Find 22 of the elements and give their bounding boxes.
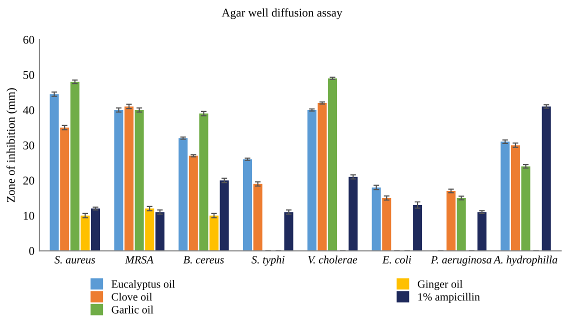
y-tick-label: 30 (23, 141, 34, 150)
legend-label: 1% ampicillin (418, 292, 480, 303)
y-tick-label: 10 (24, 212, 34, 220)
y-axis-title: Zone of inhibition (mm) (6, 88, 18, 202)
x-tick-label: MRSA (124, 256, 154, 264)
legend-label: Garlic oil (112, 306, 154, 314)
x-tick-label: P. aeruginosa (430, 256, 492, 266)
legend-label: Clove oil (112, 292, 152, 301)
y-tick-label: 40 (23, 106, 34, 114)
y-tick-label: 0 (29, 247, 34, 256)
y-tick-label: 20 (23, 176, 34, 185)
x-tick-label: A. hydrophilla (493, 256, 558, 266)
y-tick-label: 50 (24, 71, 34, 80)
x-tick-label: S. aureus (54, 256, 96, 264)
chart-title: Agar well diffusion assay (222, 8, 342, 20)
x-tick-label: E. coli (382, 256, 412, 264)
legend-label: Ginger oil (418, 280, 463, 290)
x-tick-label: V. cholerae (308, 256, 358, 264)
x-tick-label: B. cereus (183, 256, 224, 264)
y-tick-label: 60 (23, 36, 34, 44)
x-tick-label: S. typhi (252, 256, 284, 266)
legend-label: Eucalyptus oil (112, 280, 175, 290)
